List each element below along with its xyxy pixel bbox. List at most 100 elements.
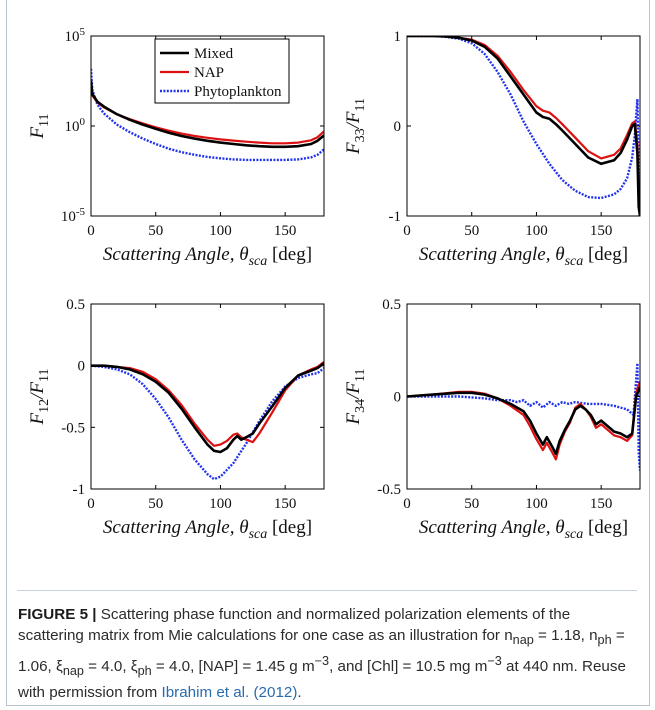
legend-label-phytoplankton: Phytoplankton: [194, 84, 282, 100]
x-axis-label-unit: [deg]: [583, 244, 628, 265]
x-tick-label: 50: [464, 223, 479, 239]
y-tick-base: 10: [65, 119, 80, 135]
panel-F12: 0 50 100 150 -1 -0.5 0 0.5 Scattering Angle, θsc…: [27, 297, 325, 542]
y-axis-label-sub: 11: [37, 113, 52, 126]
x-axis-label-main: Scattering Angle, θ: [103, 517, 249, 538]
caption-eq2: = 1.06, ξ: [18, 627, 625, 676]
y-axis-label-main: F: [343, 412, 364, 425]
x-tick-label: 100: [209, 223, 232, 239]
y-tick-label: 100: [65, 116, 86, 135]
y-tick-label: 105: [65, 26, 86, 45]
plot-frame: [90, 303, 325, 490]
y-tick-label: -0.5: [377, 482, 401, 498]
figure-frame: [6, 0, 650, 706]
y-axis-label-mid: /F: [343, 111, 364, 129]
y-axis-label: F11: [27, 113, 52, 139]
citation-link[interactable]: Ibrahim et al. (2012): [161, 684, 298, 702]
plot-frame: [406, 35, 641, 217]
x-axis-label-unit: [deg]: [583, 517, 628, 538]
y-axis-label-sub: 34: [353, 399, 368, 413]
y-tick-exponent: 0: [80, 116, 86, 128]
series-group-F11: [91, 68, 324, 162]
y-axis-label-sub2: 11: [37, 369, 52, 382]
y-tick-label: 1: [394, 29, 402, 45]
x-tick-label: 100: [525, 223, 548, 239]
x-axis-label-sub: sca: [249, 527, 268, 542]
y-tick-label: -0.5: [61, 420, 85, 436]
y-tick-label: 0: [78, 359, 86, 375]
y-axis-label: F33/F11: [343, 98, 368, 155]
y-tick-label: -1: [389, 209, 402, 225]
y-axis-label-sub: 12: [37, 399, 52, 413]
caption-sub-ph2: ph: [137, 664, 152, 679]
caption-sub-nap2: nap: [62, 664, 84, 679]
series-line-phytoplankton: [407, 36, 640, 216]
caption-sub-ph: ph: [597, 633, 612, 648]
caption-eq3: = 4.0, ξ: [83, 658, 138, 676]
y-tick-label: 0.5: [66, 297, 85, 313]
x-axis-label-main: Scattering Angle, θ: [419, 244, 565, 265]
series-group-F33: [407, 36, 640, 216]
y-axis-label-mid: /F: [27, 382, 48, 400]
figure-label: FIGURE 5 |: [18, 606, 97, 623]
caption-end: .: [297, 684, 302, 702]
x-tick-label: 50: [148, 223, 163, 239]
y-axis-label-main: F: [27, 127, 48, 140]
series-group-F34: [407, 362, 640, 471]
x-axis-label-sub: sca: [249, 254, 268, 269]
x-tick-label: 50: [148, 496, 163, 512]
x-axis-label-main: Scattering Angle, θ: [419, 517, 565, 538]
x-axis-label-sub: sca: [565, 527, 584, 542]
x-axis-label: Scattering Angle, θsca [deg]: [103, 244, 312, 269]
caption-eq4: = 4.0, [NAP] = 1.45 g m: [151, 658, 315, 676]
x-tick-label: 100: [525, 496, 548, 512]
x-tick-label: 150: [590, 496, 613, 512]
series-line-nap: [91, 361, 324, 447]
x-tick-label: 0: [87, 223, 95, 239]
x-tick-label: 150: [274, 223, 297, 239]
series-line-mixed: [407, 386, 640, 456]
x-tick-label: 150: [590, 223, 613, 239]
series-line-mixed: [407, 36, 640, 216]
y-tick-label: 0: [394, 390, 402, 406]
y-tick-label: 0: [394, 119, 402, 135]
x-axis-label-unit: [deg]: [267, 244, 312, 265]
series-line-mixed: [91, 362, 324, 454]
x-tick-label: 0: [403, 496, 411, 512]
caption-sup1: −3: [314, 654, 330, 669]
y-tick-exponent: 5: [80, 26, 86, 38]
y-axis-label: F12/F11: [27, 369, 52, 426]
y-tick-label: -1: [73, 482, 86, 498]
y-tick-exponent: -5: [76, 206, 86, 218]
x-tick-label: 0: [403, 223, 411, 239]
x-tick-label: 150: [274, 496, 297, 512]
y-axis-label-main: F: [27, 412, 48, 425]
caption-divider: [17, 590, 637, 591]
y-axis-label-mid: /F: [343, 382, 364, 400]
x-axis-label-main: Scattering Angle, θ: [103, 244, 249, 265]
x-tick-label: 100: [209, 496, 232, 512]
y-axis-label-sub: 33: [353, 128, 368, 142]
caption-eq6: at 440 nm. Reuse with permission from: [18, 658, 626, 702]
legend-label-nap: NAP: [194, 65, 224, 81]
series-line-phytoplankton: [91, 68, 324, 162]
x-axis-label-sub: sca: [565, 254, 584, 269]
caption-eq5: , and [Chl] = 10.5 mg m: [329, 658, 488, 676]
y-tick-label: 0.5: [382, 297, 401, 313]
x-tick-label: 0: [87, 496, 95, 512]
x-tick-label: 50: [464, 496, 479, 512]
figure-caption: FIGURE 5 | Scattering phase function and…: [18, 604, 636, 703]
x-axis-label: Scattering Angle, θsca [deg]: [103, 517, 312, 542]
y-axis-label-main: F: [343, 142, 364, 155]
y-axis-label-sub2: 11: [353, 98, 368, 111]
y-tick-base: 10: [61, 209, 76, 225]
caption-sub-nap: nap: [512, 633, 534, 648]
legend-label-mixed: Mixed: [194, 46, 234, 62]
y-axis-label-sub2: 11: [353, 369, 368, 382]
legend: Mixed NAP Phytoplankton: [154, 38, 290, 104]
caption-text: Scattering phase function and normalized…: [18, 606, 571, 644]
y-axis-label: F34/F11: [343, 369, 368, 426]
y-tick-base: 10: [65, 29, 80, 45]
